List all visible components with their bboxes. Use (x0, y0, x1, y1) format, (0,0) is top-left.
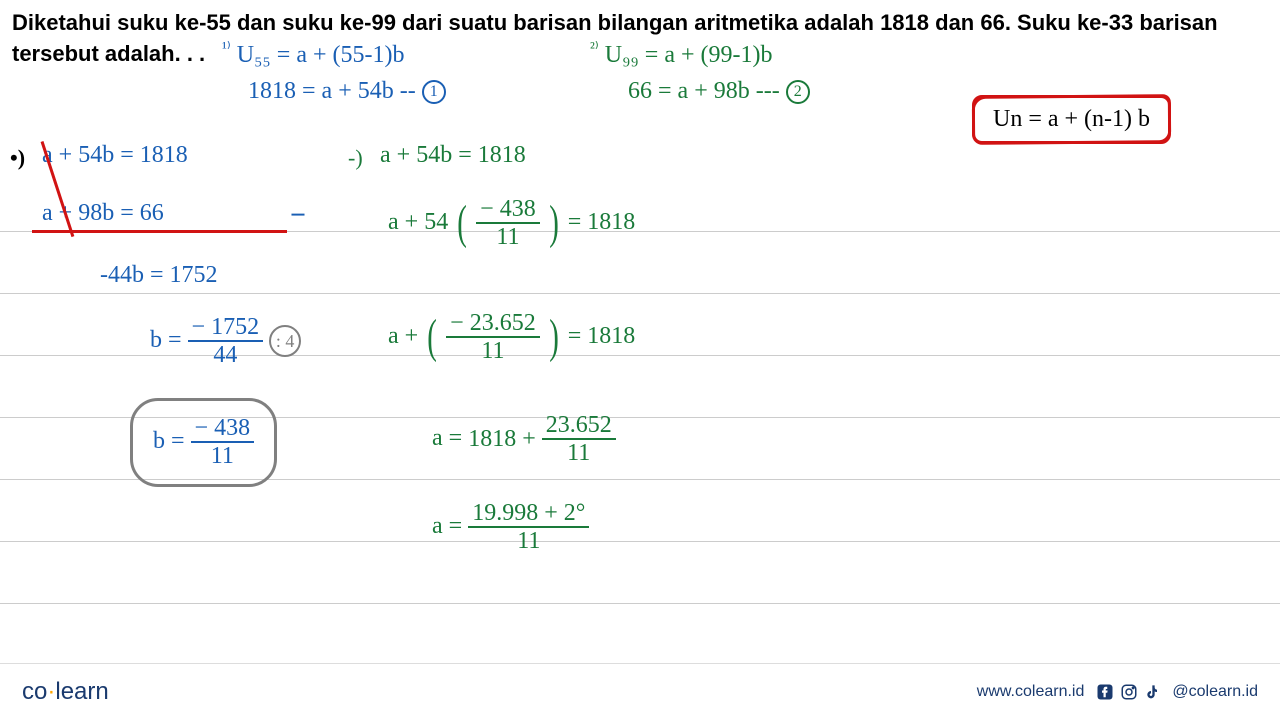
problem-line1: Diketahui suku ke-55 dan suku ke-99 dari… (12, 10, 1218, 35)
eq2-expanded: 66 = a + 98b --- 2 (628, 78, 810, 105)
eq1-header: ¹⁾ U₅₅ = a + (55-1)b (222, 38, 405, 69)
sys-eq1: a + 54b = 1818 (42, 142, 188, 169)
sys-result: -44b = 1752 (100, 262, 218, 289)
footer-handle: @colearn.id (1172, 683, 1258, 701)
sub-eq2: a + 54 ( − 438 11 ) = 1818 (388, 196, 635, 251)
sub-eq1: a + 54b = 1818 (380, 142, 526, 169)
sys-minus: − (290, 200, 306, 232)
circle-2-icon: 2 (786, 80, 810, 104)
logo: co·learn (22, 678, 109, 706)
facebook-icon (1096, 683, 1114, 701)
bullet-sub: -) (348, 145, 363, 171)
problem-line2: tersebut adalah. . . (12, 41, 205, 66)
eq1-expanded: 1818 = a + 54b -- 1 (248, 78, 446, 105)
footer-right: www.colearn.id @colearn.id (977, 683, 1258, 701)
formula-box: Un = a + (n-1) b (972, 95, 1171, 144)
footer: co·learn www.colearn.id @colearn.id (0, 663, 1280, 720)
footer-url: www.colearn.id (977, 683, 1085, 701)
divide-4-icon: : 4 (269, 325, 301, 357)
sub-eq4: a = 1818 + 23.652 11 (432, 412, 616, 467)
underline-icon (32, 230, 287, 233)
b-result-box: b = − 438 11 (130, 398, 277, 487)
instagram-icon (1120, 683, 1138, 701)
bullet-system: •) (10, 145, 25, 171)
b-frac: b = − 1752 44 : 4 (150, 314, 301, 369)
circle-1-icon: 1 (422, 80, 446, 104)
tiktok-icon (1144, 683, 1160, 701)
sub-eq5: a = 19.998 + 2° 11 (432, 500, 589, 555)
sub-eq3: a + ( − 23.652 11 ) = 1818 (388, 310, 635, 365)
social-icons (1096, 683, 1160, 701)
eq2-header: ²⁾ U₉₉ = a + (99-1)b (590, 38, 773, 69)
b-result: b = − 438 11 (153, 415, 254, 470)
